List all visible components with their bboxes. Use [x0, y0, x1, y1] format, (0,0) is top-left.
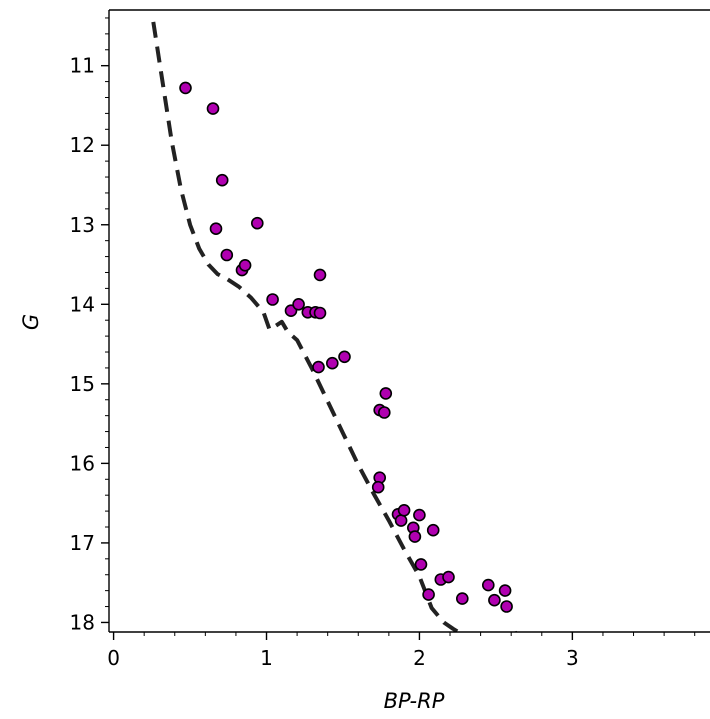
x-axis-label: BP-RP: [384, 689, 445, 713]
y-axis-label: G: [19, 314, 43, 330]
star-point-3: [209, 222, 223, 235]
x-tick-label: 1: [260, 646, 273, 670]
star-point-2: [215, 173, 229, 187]
star-point-30: [414, 558, 428, 571]
star-point-34: [455, 592, 469, 605]
star-point-36: [488, 593, 501, 607]
star-point-14: [313, 268, 327, 282]
y-tick-label: 18: [70, 610, 95, 634]
star-point-4: [220, 248, 234, 262]
star-point-24: [394, 514, 408, 527]
x-tick-label: 2: [413, 646, 426, 670]
series-layer: [151, 21, 518, 632]
y-tick-label: 16: [70, 451, 95, 475]
star-point-0: [179, 81, 192, 95]
x-tick-label: 3: [566, 646, 579, 670]
x-tick-label: 0: [107, 646, 120, 670]
y-tick-label: 15: [70, 372, 95, 396]
star-point-7: [250, 216, 264, 230]
y-tick-label: 12: [70, 133, 95, 157]
star-point-29: [426, 523, 440, 537]
star-point-10: [292, 297, 305, 311]
star-point-25: [397, 503, 411, 517]
star-point-15: [312, 360, 325, 374]
y-tick-label: 14: [70, 292, 95, 316]
star-point-6: [238, 258, 252, 272]
star-point-38: [500, 600, 513, 613]
star-point-28: [408, 530, 422, 543]
star-point-18: [379, 387, 393, 400]
star-point-26: [413, 508, 426, 522]
star-point-8: [266, 293, 279, 306]
star-point-37: [498, 584, 512, 597]
star-point-20: [377, 406, 391, 419]
isochrone-line-2: [512, 630, 518, 632]
star-point-35: [481, 578, 495, 592]
star-point-31: [422, 588, 435, 601]
star-point-13: [313, 306, 327, 320]
y-tick-label: 11: [70, 54, 95, 78]
star-point-17: [338, 350, 351, 364]
isochrone-line-1: [151, 21, 463, 632]
y-tick-label: 17: [70, 531, 95, 555]
star-point-16: [325, 356, 339, 370]
star-point-1: [206, 102, 220, 115]
y-tick-label: 13: [70, 213, 95, 237]
star-point-33: [442, 570, 455, 584]
star-point-22: [371, 480, 385, 494]
